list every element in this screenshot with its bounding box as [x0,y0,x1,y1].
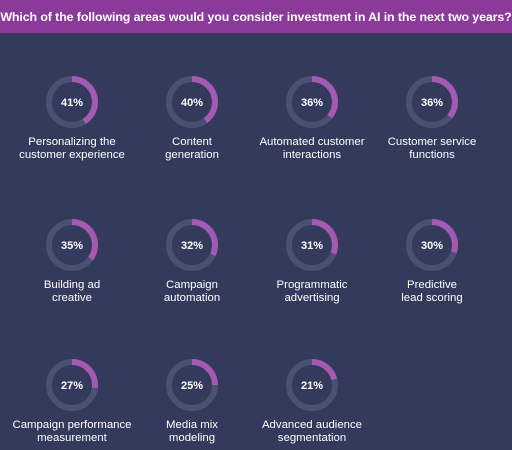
category-label: Campaign automation [163,279,221,305]
donut-chart: 30% [406,219,458,271]
donut-chart: 35% [46,219,98,271]
donut-arc [286,359,338,411]
donut-item: 36% Automated customer interactions [247,75,377,162]
category-label: Campaign performance measurement [12,419,132,445]
chart-title: Which of the following areas would you c… [0,9,512,24]
category-label: Automated customer interactions [259,136,365,162]
donut-item: 36% Customer service functions [367,75,497,162]
donut-chart: 32% [166,219,218,271]
title-bar: Which of the following areas would you c… [0,0,512,33]
donut-arc [46,219,98,271]
value-label: 36% [301,97,323,109]
donut-chart: 40% [166,76,218,128]
category-label: Content generation [165,136,219,162]
value-label: 41% [61,97,83,109]
donut-arc [286,219,338,271]
donut-chart: 31% [286,219,338,271]
donut-item: 27% Campaign performance measurement [7,358,137,445]
donut-chart: 41% [46,76,98,128]
donut-arc [406,219,458,271]
donut-item: 40% Content generation [127,75,257,162]
donut-item: 21% Advanced audience segmentation [247,358,377,445]
donut-item: 32% Campaign automation [127,218,257,305]
value-label: 35% [61,240,83,252]
category-label: Media mix modeling [166,419,218,445]
value-label: 21% [301,380,323,392]
donut-item: 31% Programmatic advertising [247,218,377,305]
value-label: 36% [421,97,443,109]
donut-chart: 27% [46,359,98,411]
value-label: 40% [181,97,203,109]
value-label: 25% [181,380,203,392]
donut-arc [166,76,218,128]
donut-arc [46,359,98,411]
donut-chart: 36% [286,76,338,128]
donut-chart: 21% [286,359,338,411]
category-label: Customer service functions [387,136,477,162]
value-label: 27% [61,380,83,392]
value-label: 32% [181,240,203,252]
category-label: Building ad creative [43,279,101,305]
donut-item: 25% Media mix modeling [127,358,257,445]
category-label: Predictive lead scoring [401,279,463,305]
donut-item: 35% Building ad creative [7,218,137,305]
donut-chart: 25% [166,359,218,411]
donut-chart: 36% [406,76,458,128]
category-label: Personalizing the customer experience [19,136,125,162]
donut-arc [286,76,338,128]
donut-arc [46,76,98,128]
donut-item: 30% Predictive lead scoring [367,218,497,305]
category-label: Advanced audience segmentation [261,419,363,445]
category-label: Programmatic advertising [276,279,348,305]
donut-arc [166,359,218,411]
value-label: 30% [421,240,443,252]
donut-arc [166,219,218,271]
donut-item: 41% Personalizing the customer experience [7,75,137,162]
donut-arc [406,76,458,128]
value-label: 31% [301,240,323,252]
